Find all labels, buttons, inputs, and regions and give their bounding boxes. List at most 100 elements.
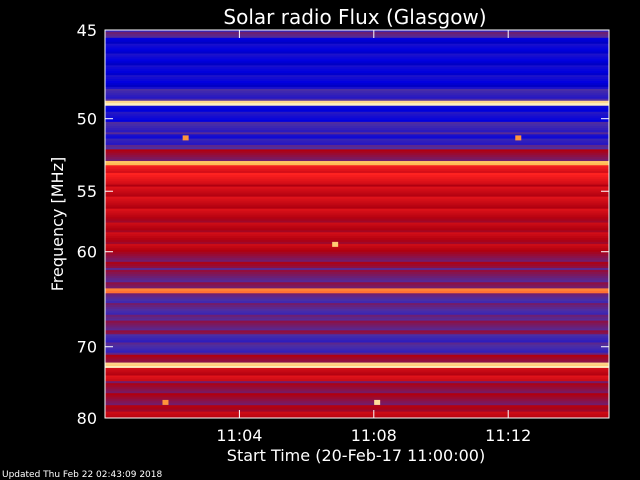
heatmap-band (105, 88, 609, 92)
heatmap-band (105, 186, 609, 190)
heatmap-band (105, 314, 609, 318)
heatmap-band (105, 196, 609, 200)
heatmap-band (105, 405, 609, 408)
heatmap-band (105, 138, 609, 142)
heatmap-band (105, 245, 609, 249)
heatmap-band (105, 247, 609, 251)
heatmap-band (105, 366, 609, 369)
heatmap-band (105, 65, 609, 68)
heatmap-band (105, 220, 609, 223)
heatmap-band (105, 155, 609, 158)
heatmap-band (105, 98, 609, 102)
heatmap-band (105, 230, 609, 233)
heatmap-band (105, 305, 609, 308)
burst-spot (515, 135, 522, 141)
heatmap-band (105, 278, 609, 281)
heatmap-band (105, 251, 609, 255)
heatmap-band (105, 407, 609, 410)
heatmap-band (105, 200, 609, 204)
heatmap-band (105, 134, 609, 137)
heatmap-band (105, 276, 609, 279)
heatmap-band (105, 385, 609, 388)
heatmap-band (105, 82, 609, 86)
heatmap-band (105, 130, 609, 133)
heatmap-band (105, 236, 609, 239)
heatmap-band (105, 173, 609, 176)
heatmap-band (105, 358, 609, 362)
heatmap-band (105, 259, 609, 263)
heatmap-band (105, 61, 609, 64)
heatmap-band (105, 77, 609, 80)
updated-timestamp: Updated Thu Feb 22 02:43:09 2018 (2, 470, 163, 480)
heatmap-band (105, 318, 609, 322)
heatmap-band (105, 409, 609, 412)
heatmap-band (105, 401, 609, 404)
heatmap-band (105, 257, 609, 261)
heatmap-band (105, 121, 609, 125)
heatmap-band (105, 92, 609, 96)
heatmap-band (105, 391, 609, 394)
heatmap-band (105, 59, 609, 62)
burst-spots (162, 135, 522, 405)
x-axis-label: Start Time (20-Feb-17 11:00:00) (227, 446, 485, 465)
heatmap-band (105, 415, 609, 419)
heatmap-band (105, 272, 609, 275)
heatmap-band (105, 238, 609, 241)
heatmap-band (105, 338, 609, 341)
heatmap-band (105, 149, 609, 152)
heatmap-band (105, 222, 609, 225)
heatmap-band (105, 182, 609, 185)
heatmap-band (105, 208, 609, 212)
y-axis-label-unit: [MHz] (48, 157, 67, 204)
chart-title: Solar radio Flux (Glasgow) (223, 5, 486, 29)
heatmap-band (105, 79, 609, 82)
heatmap-band (105, 310, 609, 314)
x-tick-label: 11:12 (485, 426, 531, 445)
heatmap-band (105, 140, 609, 144)
heatmap-band (105, 218, 609, 221)
heatmap-band (105, 136, 609, 139)
heatmap-band (105, 84, 609, 88)
heatmap-band (105, 190, 609, 194)
heatmap-band (105, 188, 609, 192)
x-axis: 11:04 11:08 11:12 (216, 30, 531, 445)
heatmap-band (105, 204, 609, 208)
heatmap-band (105, 157, 609, 160)
heatmap-band (105, 342, 609, 345)
heatmap-band (105, 379, 609, 382)
heatmap-band (105, 269, 609, 273)
heatmap-band (105, 403, 609, 406)
heatmap-band (105, 340, 609, 343)
heatmap-band (105, 303, 609, 306)
heatmap-band (105, 169, 609, 172)
heatmap-band (105, 194, 609, 198)
heatmap-band (105, 377, 609, 380)
heatmap-band (105, 67, 609, 70)
heatmap-band (105, 299, 609, 302)
heatmap-band (105, 240, 609, 243)
heatmap-band (105, 290, 609, 294)
heatmap-band (105, 53, 609, 56)
heatmap-band (105, 411, 609, 415)
heatmap-band (105, 348, 609, 352)
heatmap-band (105, 334, 609, 337)
heatmap-band (105, 397, 609, 400)
heatmap-band (105, 31, 609, 35)
heatmap-band (105, 214, 609, 218)
heatmap-band (105, 33, 609, 37)
burst-spot (182, 135, 189, 141)
heatmap-band (105, 352, 609, 356)
heatmap-band (105, 47, 609, 50)
heatmap-band (105, 147, 609, 150)
heatmap-band (105, 383, 609, 386)
heatmap-band (105, 360, 609, 363)
heatmap-band (105, 75, 609, 78)
heatmap-band (105, 171, 609, 174)
heatmap-band (105, 117, 609, 121)
heatmap-band (105, 371, 609, 374)
heatmap-band (105, 63, 609, 66)
heatmap-band (105, 267, 609, 271)
heatmap-band (105, 216, 609, 220)
heatmap-band (105, 395, 609, 398)
heatmap-band (105, 306, 609, 310)
